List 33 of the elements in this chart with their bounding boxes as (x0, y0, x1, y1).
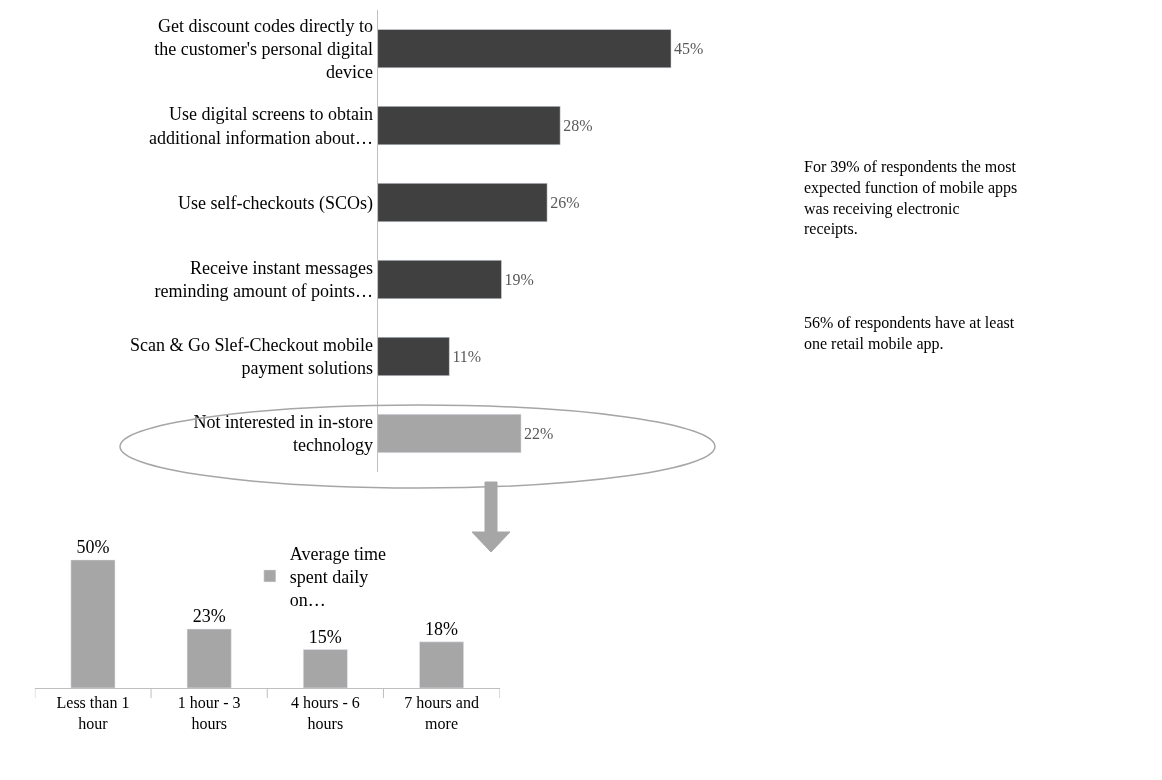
data-label: 45% (674, 40, 704, 58)
y-tick-label: Not interested in in-store technology (193, 412, 374, 456)
bar (70, 559, 116, 688)
bar (377, 260, 502, 299)
data-label: 26% (550, 194, 580, 212)
bar (377, 336, 450, 376)
data-label: 15% (308, 626, 342, 647)
text: 56% of respondents have at least one retail mobile app. (804, 314, 1015, 353)
bar (377, 29, 672, 69)
legend-label: Average time spent daily on… (289, 543, 386, 611)
data-label: 11% (452, 347, 482, 365)
data-label: 18% (425, 618, 459, 639)
data-label: 22% (524, 424, 554, 442)
x-tick-label: 4 hours - 6 hours (290, 694, 360, 732)
data-label: 19% (504, 271, 534, 288)
y-tick-label: Get discount codes directly to the customer's personal digital device (154, 15, 374, 83)
bar (303, 649, 348, 688)
y-tick-label: Receive instant messages reminding amount of points… (154, 258, 374, 302)
data-label: 28% (563, 117, 593, 135)
bar (419, 641, 464, 688)
bar (377, 106, 561, 146)
bar (377, 413, 522, 453)
data-label: 50% (76, 536, 110, 557)
y-tick-label: Use self-checkouts (SCOs) (178, 192, 374, 214)
bar (186, 628, 232, 688)
bar (377, 183, 548, 223)
x-tick-label: 7 hours and more (404, 694, 479, 732)
y-tick-label: Scan & Go Slef-Checkout mobile payment solutions (130, 335, 374, 379)
y-tick-label: Use digital screens to obtain additional information about… (149, 104, 374, 148)
x-tick-label: Less than 1 hour (56, 694, 130, 732)
x-tick-label: 1 hour - 3 hours (177, 694, 241, 732)
data-label: 23% (192, 606, 226, 627)
text: For 39% of respondents the most expected function of mobile apps was receiving electronic receipts. (804, 158, 1018, 239)
